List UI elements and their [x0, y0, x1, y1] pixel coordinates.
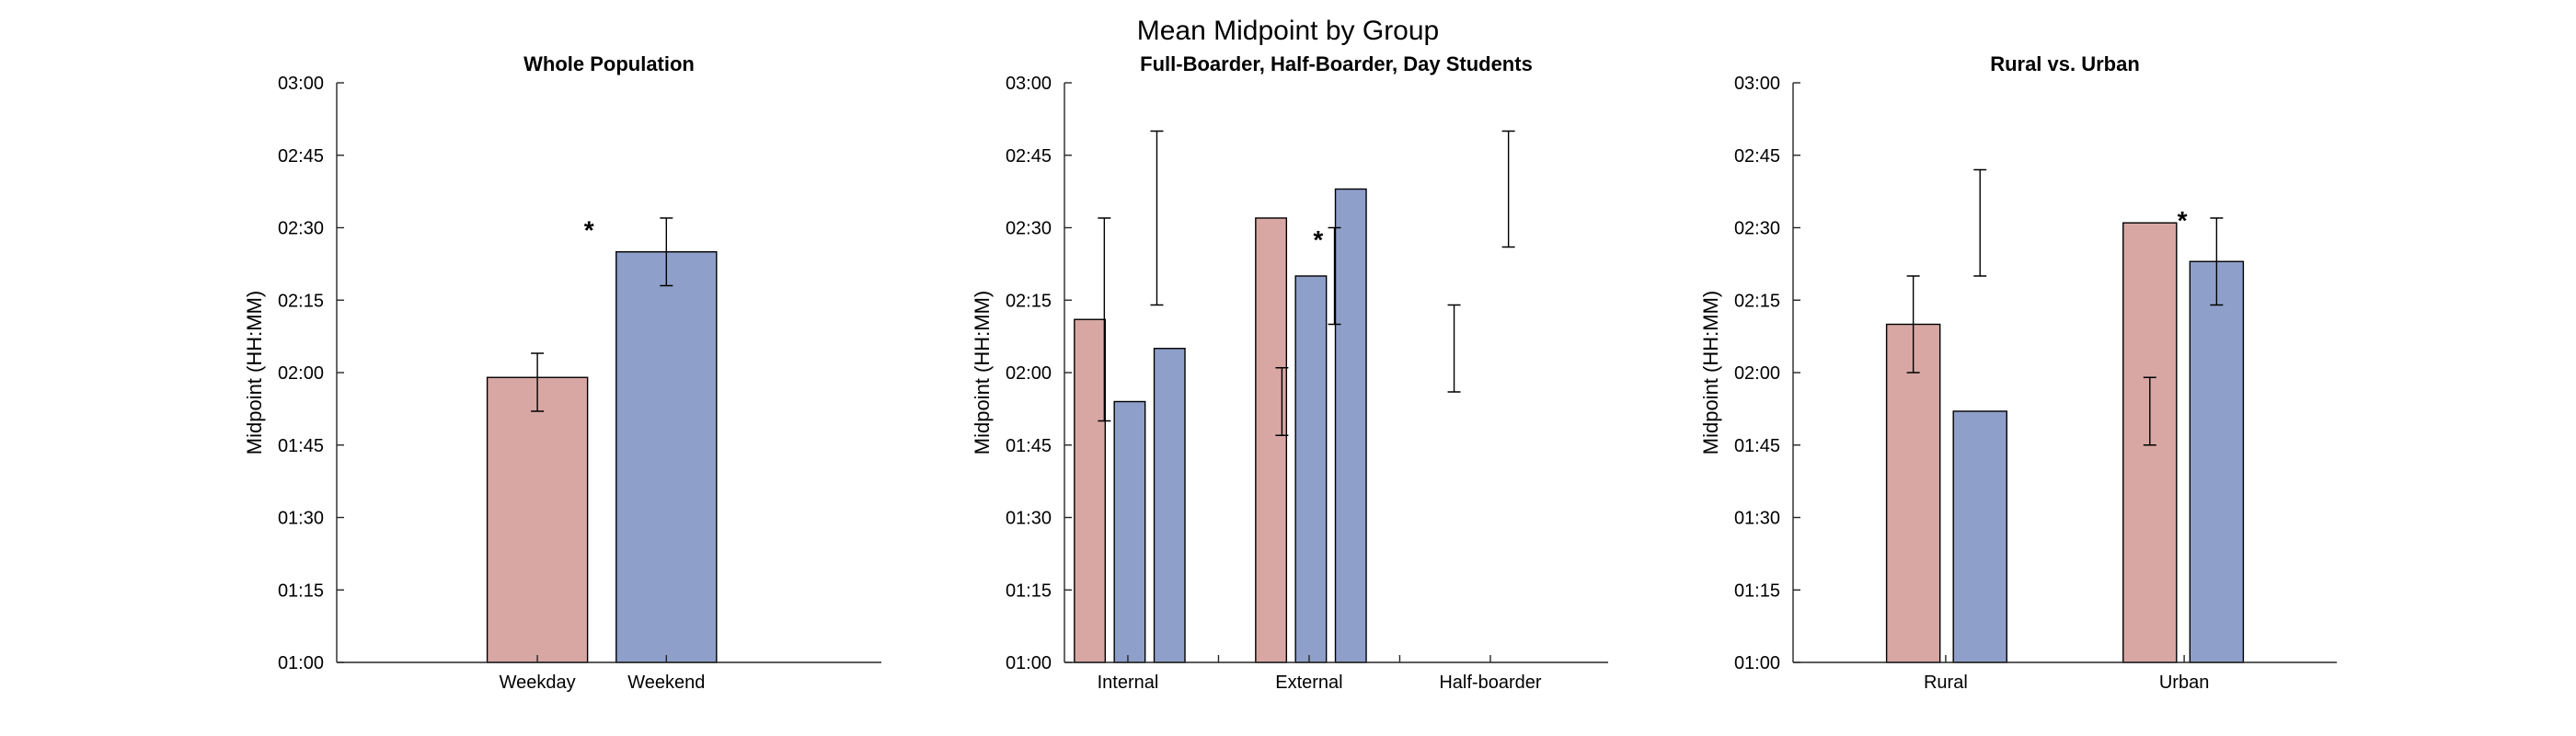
y-tick-label: 01:15 — [1734, 581, 1780, 601]
y-axis-label: Midpoint (HH:MM) — [1699, 291, 1722, 454]
y-tick-label: 03:00 — [1006, 74, 1052, 94]
y-tick-label: 02:30 — [1734, 219, 1780, 239]
significance-marker-1: * — [2178, 206, 2188, 235]
error-bar-2 — [1973, 168, 1987, 277]
error-bar-1 — [1098, 217, 1111, 422]
y-tick-label: 01:30 — [1734, 509, 1780, 529]
error-bar-3 — [2143, 376, 2156, 446]
y-tick-label: 01:00 — [278, 653, 324, 673]
bar-internal-1 — [1074, 318, 1107, 663]
y-tick-label: 03:00 — [1734, 74, 1780, 94]
y-tick-label: 01:45 — [278, 436, 324, 456]
y-tick-label: 02:15 — [278, 291, 324, 311]
x-tick-label: External — [1275, 673, 1342, 693]
y-tick-label: 02:45 — [278, 146, 324, 167]
x-tick-label: Half-boarder — [1439, 673, 1542, 693]
error-bar-4 — [1328, 226, 1341, 326]
y-tick-label: 02:45 — [1006, 146, 1052, 167]
significance-marker-1: * — [584, 216, 594, 245]
bar-external-4 — [1255, 217, 1288, 663]
y-tick-label: 01:15 — [278, 581, 324, 601]
y-tick-label: 01:30 — [1006, 509, 1052, 529]
y-tick-label: 02:30 — [1006, 219, 1052, 239]
error-bar-2 — [1150, 130, 1164, 306]
panel-title: Rural vs. Urban — [1990, 52, 2140, 75]
y-tick-label: 01:00 — [1734, 653, 1780, 673]
bar-external-6 — [1334, 188, 1367, 663]
error-bar-3 — [1275, 367, 1289, 436]
bar-weekday-1 — [486, 376, 589, 663]
x-tick-label: Weekend — [627, 673, 705, 693]
bar-internal-3 — [1153, 348, 1186, 663]
y-tick-label: 02:45 — [1734, 146, 1780, 167]
error-bar-5 — [1447, 304, 1461, 393]
significance-marker-1: * — [1313, 225, 1323, 254]
bar-weekend-2 — [615, 251, 718, 663]
x-tick-label: Rural — [1924, 673, 1968, 693]
panel-title: Whole Population — [523, 52, 695, 75]
bar-rural-2 — [1952, 410, 2007, 663]
y-tick-label: 02:00 — [1734, 363, 1780, 384]
y-tick-label: 01:15 — [1006, 581, 1052, 601]
bar-urban-4 — [2189, 260, 2245, 663]
bar-rural-1 — [1885, 323, 1941, 663]
error-bar-4 — [2210, 217, 2224, 306]
y-tick-label: 02:00 — [278, 363, 324, 384]
error-bar-1 — [1906, 275, 1920, 374]
y-tick-label: 02:15 — [1006, 291, 1052, 311]
y-axis-label: Midpoint (HH:MM) — [243, 291, 266, 454]
y-tick-label: 02:00 — [1006, 363, 1052, 384]
y-tick-label: 02:15 — [1734, 291, 1780, 311]
y-tick-label: 01:00 — [1006, 653, 1052, 673]
panel-title: Full-Boarder, Half-Boarder, Day Students — [1140, 52, 1533, 75]
chart-panel-3: * 01:00 01:15 01:30 01:45 02:00 02:15 02:30 02:4… — [1699, 52, 2337, 693]
figure-title: Mean Midpoint by Group — [1137, 16, 1440, 46]
error-bar-6 — [1501, 130, 1515, 248]
y-tick-label: 02:30 — [278, 219, 324, 239]
y-tick-label: 01:30 — [278, 509, 324, 529]
bar-external-5 — [1294, 275, 1328, 663]
bar-internal-2 — [1113, 400, 1146, 663]
error-bar-2 — [660, 217, 673, 287]
y-axis-label: Midpoint (HH:MM) — [971, 291, 994, 454]
chart-panel-2: * 01:00 01:15 01:30 01:45 02:00 02:15 02:30 02:4… — [971, 52, 1608, 693]
y-tick-label: 03:00 — [278, 74, 324, 94]
x-tick-label: Internal — [1098, 673, 1159, 693]
y-tick-label: 01:45 — [1006, 436, 1052, 456]
error-bar-1 — [531, 352, 545, 412]
x-tick-label: Urban — [2159, 673, 2209, 693]
x-tick-label: Weekday — [500, 673, 576, 693]
chart-panel-1: * 01:00 01:15 01:30 01:45 02:00 02:15 02:30 02:4… — [243, 52, 881, 693]
y-tick-label: 01:45 — [1734, 436, 1780, 456]
